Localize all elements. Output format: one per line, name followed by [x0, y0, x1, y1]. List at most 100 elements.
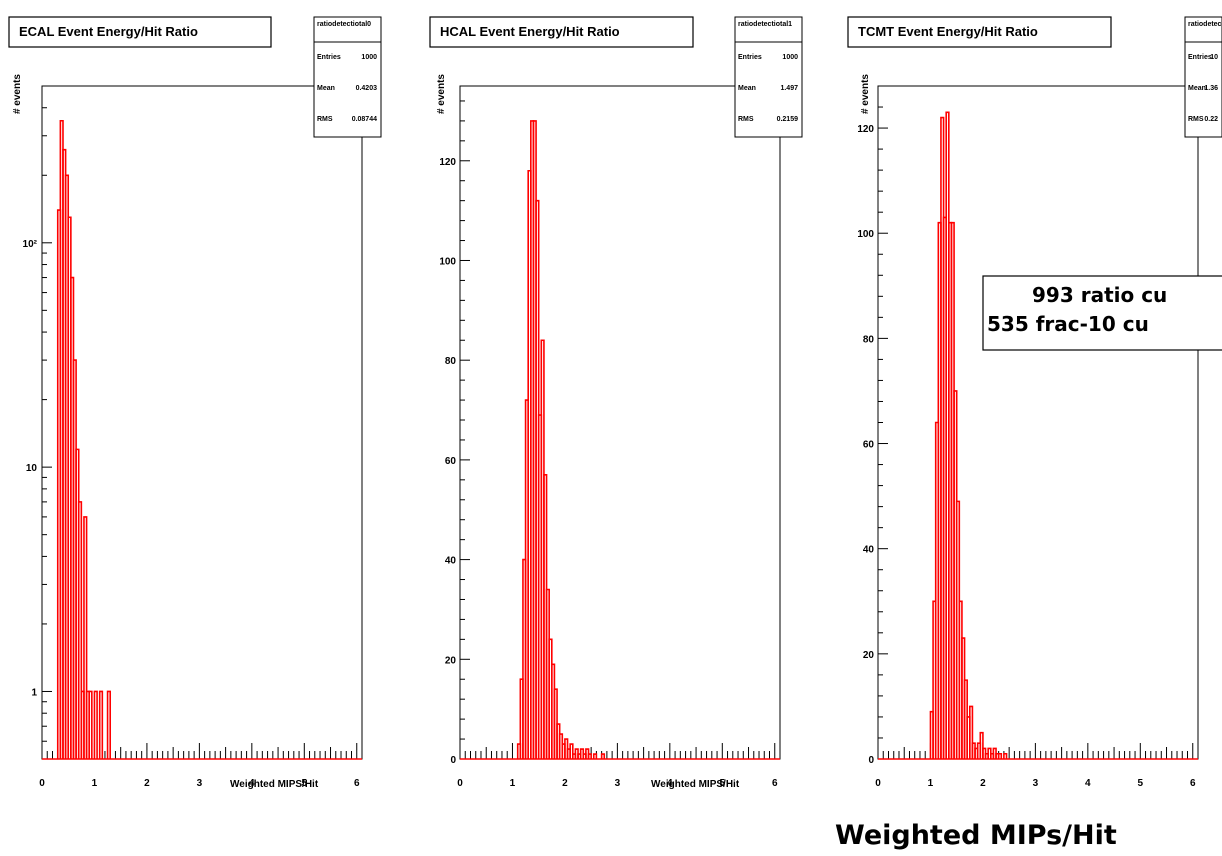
panel3-annotation-line: 535 frac-10 cu [987, 312, 1149, 336]
panel1-x-tick-label: 0 [39, 778, 45, 789]
panel3-stats-value: 0.22 [1204, 116, 1218, 123]
panel1-bin [83, 516, 88, 759]
panel2-stats-box [734, 16, 803, 138]
panel2-bin [569, 743, 574, 759]
panel3-x-tick-label: 4 [1085, 778, 1091, 789]
panel1-x-axis-label: Weighted MIPS/Hit [230, 779, 319, 790]
panel2-bin [600, 753, 606, 759]
panel3-x-tick-label: 2 [980, 778, 986, 789]
panel3-y-axis-label: # events [860, 74, 871, 114]
panel3-x-tick-label: 3 [1033, 778, 1039, 789]
panel1-title-box [8, 16, 272, 48]
panel2-y-tick-label: 60 [445, 456, 457, 467]
panel3-stats-name: ratiodetectiotal [1188, 21, 1222, 28]
panel1-title: ECAL Event Energy/Hit Ratio [19, 24, 198, 39]
panel1-x-tick-label: 1 [92, 778, 98, 789]
panel1-bin [93, 690, 98, 759]
panel2-y-tick-label: 80 [445, 356, 457, 367]
panel1-x-tick-label: 2 [144, 778, 150, 789]
panel2-bin [592, 753, 598, 759]
panel1-bin [98, 690, 104, 759]
panel3-x-tick-label: 1 [928, 778, 934, 789]
panel1-stats-value: 1000 [361, 54, 377, 61]
panel2-stats-label: Entries [738, 54, 762, 61]
panel2-stats-value: 0.2159 [777, 116, 799, 123]
panel2-stats-label: Mean [738, 85, 756, 92]
panel2-plot-area [459, 85, 781, 760]
panel3-stats-box [1184, 16, 1222, 138]
panel2-x-axis-label: Weighted MIPS/Hit [651, 779, 740, 790]
panel1-frame [8, 16, 382, 760]
panel2-y-axis-label: # events [436, 74, 447, 114]
panel1-stats-value: 0.4203 [356, 85, 378, 92]
panel3-bin [979, 731, 984, 759]
panel3-y-tick-label: 60 [863, 440, 875, 451]
panel1-y-tick-label: 1 [31, 687, 37, 698]
panel1-plot-area [41, 85, 363, 760]
panel3-y-tick-label: 0 [868, 755, 874, 766]
panel3-x-tick-label: 0 [875, 778, 881, 789]
panel2-title-box [429, 16, 694, 48]
panel1-x-tick-label: 3 [197, 778, 203, 789]
panel2-x-tick-label: 5 [720, 778, 726, 789]
panel1-stats-label: Mean [317, 85, 335, 92]
panel1-stats-label: Entries [317, 54, 341, 61]
panel2-x-tick-label: 3 [615, 778, 621, 789]
panel3-x-tick-label: 5 [1138, 778, 1144, 789]
panel2-stats-label: RMS [738, 116, 754, 123]
panel2-title: HCAL Event Energy/Hit Ratio [440, 24, 620, 39]
panel3-y-tick-label: 40 [863, 545, 875, 556]
panel2-x-tick-label: 1 [510, 778, 516, 789]
panel3-stats-value: 10 [1210, 54, 1218, 61]
panel1-x-tick-label: 6 [354, 778, 360, 789]
panel3-bin [997, 752, 1003, 759]
panel2-x-tick-label: 6 [772, 778, 778, 789]
panel1-y-tick-label: 10 [26, 463, 38, 474]
panel3-plot-area [877, 85, 1199, 760]
panel2-frame [429, 16, 803, 760]
panel3-frame [847, 16, 1222, 760]
panel1-bin [77, 501, 83, 759]
panel2-y-tick-label: 20 [445, 655, 457, 666]
panel2-y-tick-label: 40 [445, 556, 457, 567]
panel1-bin [88, 690, 93, 759]
panel3-stats-label: RMS [1188, 116, 1204, 123]
panel3-stats-value: 1.36 [1204, 85, 1218, 92]
panel3-title: TCMT Event Energy/Hit Ratio [858, 24, 1038, 39]
panel1-stats-value: 0.08744 [352, 116, 377, 123]
panel3-bin [969, 705, 974, 759]
panel1-x-tick-label: 4 [249, 778, 255, 789]
panel2-y-tick-label: 120 [439, 157, 456, 168]
panel3-histogram [878, 111, 1198, 760]
panel1-histogram [42, 119, 362, 760]
panel2-bin [587, 753, 592, 759]
panel3-x-tick-label: 6 [1190, 778, 1196, 789]
panel2-stats-value: 1.497 [780, 85, 798, 92]
panel1-stats-label: RMS [317, 116, 333, 123]
panel3-annotation-box [982, 275, 1222, 351]
panel3-y-tick-label: 20 [863, 650, 875, 661]
panel2-stats-value: 1000 [782, 54, 798, 61]
panel2-y-tick-label: 100 [439, 256, 456, 267]
panel3-stats-label: Entries [1188, 54, 1212, 61]
panel2-y-tick-label: 0 [450, 755, 456, 766]
panel1-y-axis-label: # events [12, 74, 23, 114]
footer-axis-label: Weighted MIPs/Hit [835, 820, 1117, 851]
panel1-stats-box [313, 16, 382, 138]
panel3-y-tick-label: 100 [857, 229, 874, 240]
panel2-x-tick-label: 4 [667, 778, 673, 789]
panel1-y-tick-label: 10² [23, 239, 38, 250]
panel1-stats-name: ratiodetectiotal0 [317, 21, 371, 28]
panel1-x-tick-label: 5 [302, 778, 308, 789]
panel3-y-tick-label: 80 [863, 334, 875, 345]
panel2-x-tick-label: 2 [562, 778, 568, 789]
panel3-title-box [847, 16, 1112, 48]
panel1-bin [106, 690, 111, 759]
panel2-x-tick-label: 0 [457, 778, 463, 789]
panel3-annotation-line: 993 ratio cu [1032, 283, 1167, 307]
panel2-stats-name: ratiodetectiotal1 [738, 21, 792, 28]
panel2-histogram [460, 120, 780, 760]
panel3-y-tick-label: 120 [857, 124, 874, 135]
panel3-stats-label: Mean [1188, 85, 1206, 92]
